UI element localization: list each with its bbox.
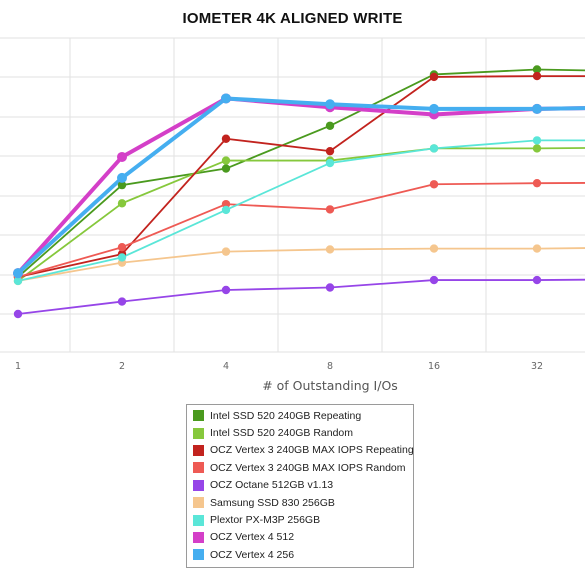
legend-item[interactable]: OCZ Octane 512GB v1.13 [187,477,413,494]
series-points [13,65,542,319]
data-point[interactable] [532,144,542,153]
data-point[interactable] [221,164,231,173]
data-point[interactable] [325,245,335,254]
legend-swatch [193,549,204,561]
data-point[interactable] [117,243,127,252]
series-lines [16,68,585,315]
x-axis-label: # of Outstanding I/Os [262,378,398,393]
data-point[interactable] [532,103,542,114]
data-point[interactable] [325,283,335,292]
data-point[interactable] [117,199,127,208]
legend-swatch [193,497,204,509]
data-point[interactable] [429,275,439,285]
data-point[interactable] [117,253,127,262]
data-point[interactable] [221,205,231,215]
data-point[interactable] [13,309,23,319]
data-point[interactable] [429,180,439,189]
data-point[interactable] [221,247,231,256]
data-point[interactable] [221,156,231,165]
data-point[interactable] [532,178,542,188]
data-point[interactable] [532,65,542,74]
x-tick-label: 32 [531,361,543,372]
data-point[interactable] [117,151,127,162]
chart-legend: Intel SSD 520 240GB Repeating Intel SSD 5… [186,404,414,568]
data-point[interactable] [429,72,439,82]
legend-label: OCZ Vertex 4 256 [210,548,295,561]
legend-label: OCZ Vertex 3 240GB MAX IOPS Repeating [210,444,414,457]
data-point[interactable] [325,121,335,130]
legend-item[interactable]: Samsung SSD 830 256GB [187,494,413,511]
legend-label: Intel SSD 520 240GB Repeating [210,409,362,422]
data-point[interactable] [221,199,231,209]
x-tick-label: 4 [223,361,229,372]
legend-item[interactable]: OCZ Vertex 4 512 [187,529,413,546]
series-line [16,96,585,275]
data-point[interactable] [221,285,231,295]
legend-swatch [193,427,204,439]
legend-item[interactable]: Intel SSD 520 240GB Repeating [187,407,413,424]
data-point[interactable] [532,71,542,81]
legend-label: Plextor PX-M3P 256GB [210,514,321,527]
legend-item[interactable]: Plextor PX-M3P 256GB [187,511,413,528]
legend-swatch [193,462,204,474]
x-tick-label: 8 [327,361,333,372]
series-line [16,96,585,275]
x-tick-label: 16 [428,361,440,372]
data-point[interactable] [325,205,335,214]
data-point[interactable] [117,180,127,190]
legend-item[interactable]: Intel SSD 520 240GB Random [187,424,413,441]
data-point[interactable] [13,276,23,286]
legend-label: OCZ Octane 512GB v1.13 [210,479,334,492]
data-point[interactable] [429,103,439,114]
legend-label: OCZ Vertex 4 512 [210,531,295,544]
legend-item[interactable]: OCZ Vertex 3 240GB MAX IOPS Repeating [187,442,414,459]
legend-swatch [193,410,204,422]
data-point[interactable] [117,297,127,306]
data-point[interactable] [325,158,335,168]
data-point[interactable] [221,93,231,104]
legend-label: Intel SSD 520 240GB Random [210,427,354,440]
legend-label: Samsung SSD 830 256GB [210,496,335,509]
data-point[interactable] [532,136,542,145]
legend-swatch [193,531,204,543]
data-point[interactable] [429,244,439,253]
legend-swatch [193,479,204,491]
data-point[interactable] [532,275,542,285]
legend-swatch [193,514,204,526]
series-line [17,139,585,282]
series-line [17,278,585,315]
legend-item[interactable]: OCZ Vertex 4 256 [187,546,413,563]
data-point[interactable] [429,144,439,153]
data-point[interactable] [325,99,335,110]
data-point[interactable] [325,146,335,156]
data-point[interactable] [117,172,127,183]
data-point[interactable] [221,134,231,143]
x-tick-label: 1 [15,361,21,372]
grid-lines [0,37,585,353]
data-point[interactable] [532,244,542,253]
x-tick-labels: 1 2 4 8 16 32 [15,361,543,372]
legend-swatch [193,444,204,456]
series-line [17,68,585,278]
legend-item[interactable]: OCZ Vertex 3 240GB MAX IOPS Random [187,459,413,476]
data-point[interactable] [13,268,23,279]
legend-label: OCZ Vertex 3 240GB MAX IOPS Random [210,461,406,474]
chart-title: IOMETER 4K ALIGNED WRITE [182,10,403,27]
x-tick-label: 2 [119,361,125,372]
